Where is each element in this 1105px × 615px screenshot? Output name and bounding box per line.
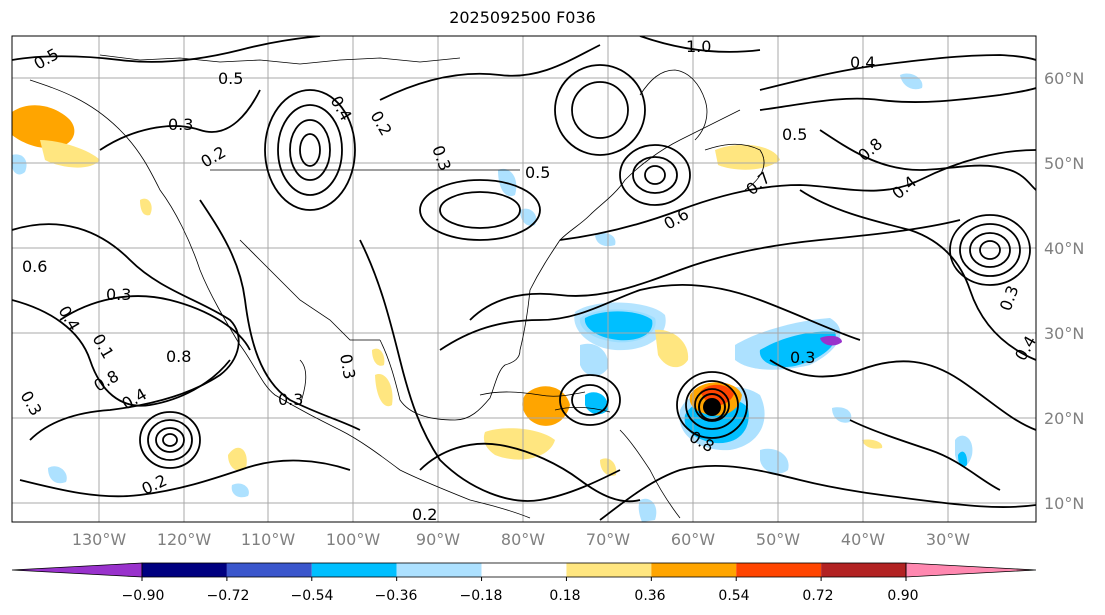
colorbar (11, 562, 1037, 581)
colorbar-tick-label: −0.72 (207, 588, 250, 604)
colorbar-swatch (566, 563, 652, 577)
figure-title: 2025092500 F036 (449, 8, 596, 27)
contour-label: 0.5 (782, 125, 807, 144)
lat-label: 20°N (1044, 409, 1084, 428)
shade-lightblue-pacific-w (48, 466, 67, 484)
map-frame (11, 35, 1037, 523)
shade-yellow-pacific-nw (40, 140, 100, 168)
shade-lightblue-pacific-nw (12, 154, 27, 175)
contour-label: 0.4 (850, 53, 875, 72)
shade-yellow-caribbean (483, 428, 555, 460)
lat-label: 30°N (1044, 324, 1084, 343)
shade-lightblue-pacific-s (231, 483, 249, 498)
shade-orange-pacific-nw (12, 105, 75, 149)
lon-label: 40°W (841, 530, 885, 549)
shade-yellow-tropic-s (862, 439, 883, 449)
lat-label: 60°N (1044, 69, 1084, 88)
shade-blue-east-atl (958, 451, 968, 467)
colorbar-tick-label: −0.36 (375, 588, 418, 604)
shade-lightblue-gulf (520, 208, 537, 226)
contour-label: 0.8 (166, 347, 191, 366)
colorbar-tick-label: 0.90 (887, 588, 918, 604)
hurricane-ring (698, 393, 726, 421)
shade-lightblue-tropic-s (832, 407, 852, 423)
shade-yellow-pac-nw2 (140, 198, 152, 216)
colorbar-extend-min (11, 562, 143, 578)
contour-label: 0.5 (218, 69, 243, 88)
colorbar-tick-label: 0.36 (634, 588, 665, 604)
colorbar-tick-label: −0.54 (291, 588, 334, 604)
lon-label: 120°W (157, 530, 212, 549)
colorbar-tick-label: −0.18 (460, 588, 503, 604)
contour-label: 0.3 (278, 390, 303, 409)
contour-label: 0.5 (525, 163, 550, 182)
lon-label: 80°W (501, 530, 545, 549)
graticule (12, 36, 1036, 522)
colorbar-swatch (311, 563, 397, 577)
shade-lightblue-arctic (900, 73, 923, 90)
contour-label: 1.0 (686, 37, 711, 56)
lon-label: 130°W (72, 530, 127, 549)
shade-lightblue-sa (638, 498, 657, 522)
shade-yellow-subtropic (655, 329, 689, 368)
shade-yellow-pacific-s (228, 447, 247, 471)
contour-label: 0.6 (22, 257, 47, 276)
contour-lines (12, 36, 1036, 521)
colorbar-swatch (142, 563, 227, 577)
shade-blue-subtropic (759, 331, 836, 368)
contour-label: 0.2 (412, 505, 437, 524)
colorbar-swatch (736, 563, 822, 577)
shade-yellow-mexico (372, 348, 385, 366)
coastlines (29, 54, 765, 519)
contour-label: 0.3 (336, 352, 359, 380)
lon-label: 90°W (416, 530, 460, 549)
colorbar-ticks: −0.90 −0.72 −0.54 −0.36 −0.18 0.18 0.36 … (122, 588, 919, 604)
shade-lightblue-tropic-sw (760, 448, 789, 474)
hurricane-center-dot (703, 398, 721, 416)
lat-label: 50°N (1044, 154, 1084, 173)
colorbar-swatch (821, 563, 906, 577)
lon-label: 60°W (671, 530, 715, 549)
shade-lightblue-newfoundland (595, 233, 616, 247)
colorbar-swatch (226, 563, 312, 577)
shade-purple-subtropic (820, 335, 842, 346)
shade-lightblue-caribbean (580, 343, 609, 376)
contour-label: 0.3 (790, 348, 815, 367)
colorbar-outline (141, 562, 907, 578)
shade-yellow-mexico2 (375, 374, 393, 407)
colorbar-swatch (481, 563, 567, 577)
shade-blue-caribbean (585, 392, 609, 415)
colorbar-extend-max (905, 562, 1037, 578)
lon-label: 70°W (586, 530, 630, 549)
lon-label: 50°W (756, 530, 800, 549)
contour-label: 0.3 (106, 285, 131, 304)
colorbar-tick-label: −0.90 (122, 588, 165, 604)
contour-label: 0.3 (168, 115, 193, 134)
longitude-labels: 130°W 120°W 110°W 100°W 90°W 80°W 70°W 6… (72, 530, 970, 549)
lon-label: 100°W (326, 530, 381, 549)
lat-label: 40°N (1044, 239, 1084, 258)
colorbar-tick-label: 0.72 (802, 588, 833, 604)
colorbar-swatch (651, 563, 737, 577)
colorbar-swatch (396, 563, 482, 577)
lat-label: 10°N (1044, 494, 1084, 513)
colorbar-tick-label: 0.18 (549, 588, 580, 604)
latitude-labels: 60°N 50°N 40°N 30°N 20°N 10°N (1044, 69, 1084, 513)
colorbar-tick-label: 0.54 (718, 588, 749, 604)
lon-label: 110°W (241, 530, 296, 549)
lon-label: 30°W (926, 530, 970, 549)
